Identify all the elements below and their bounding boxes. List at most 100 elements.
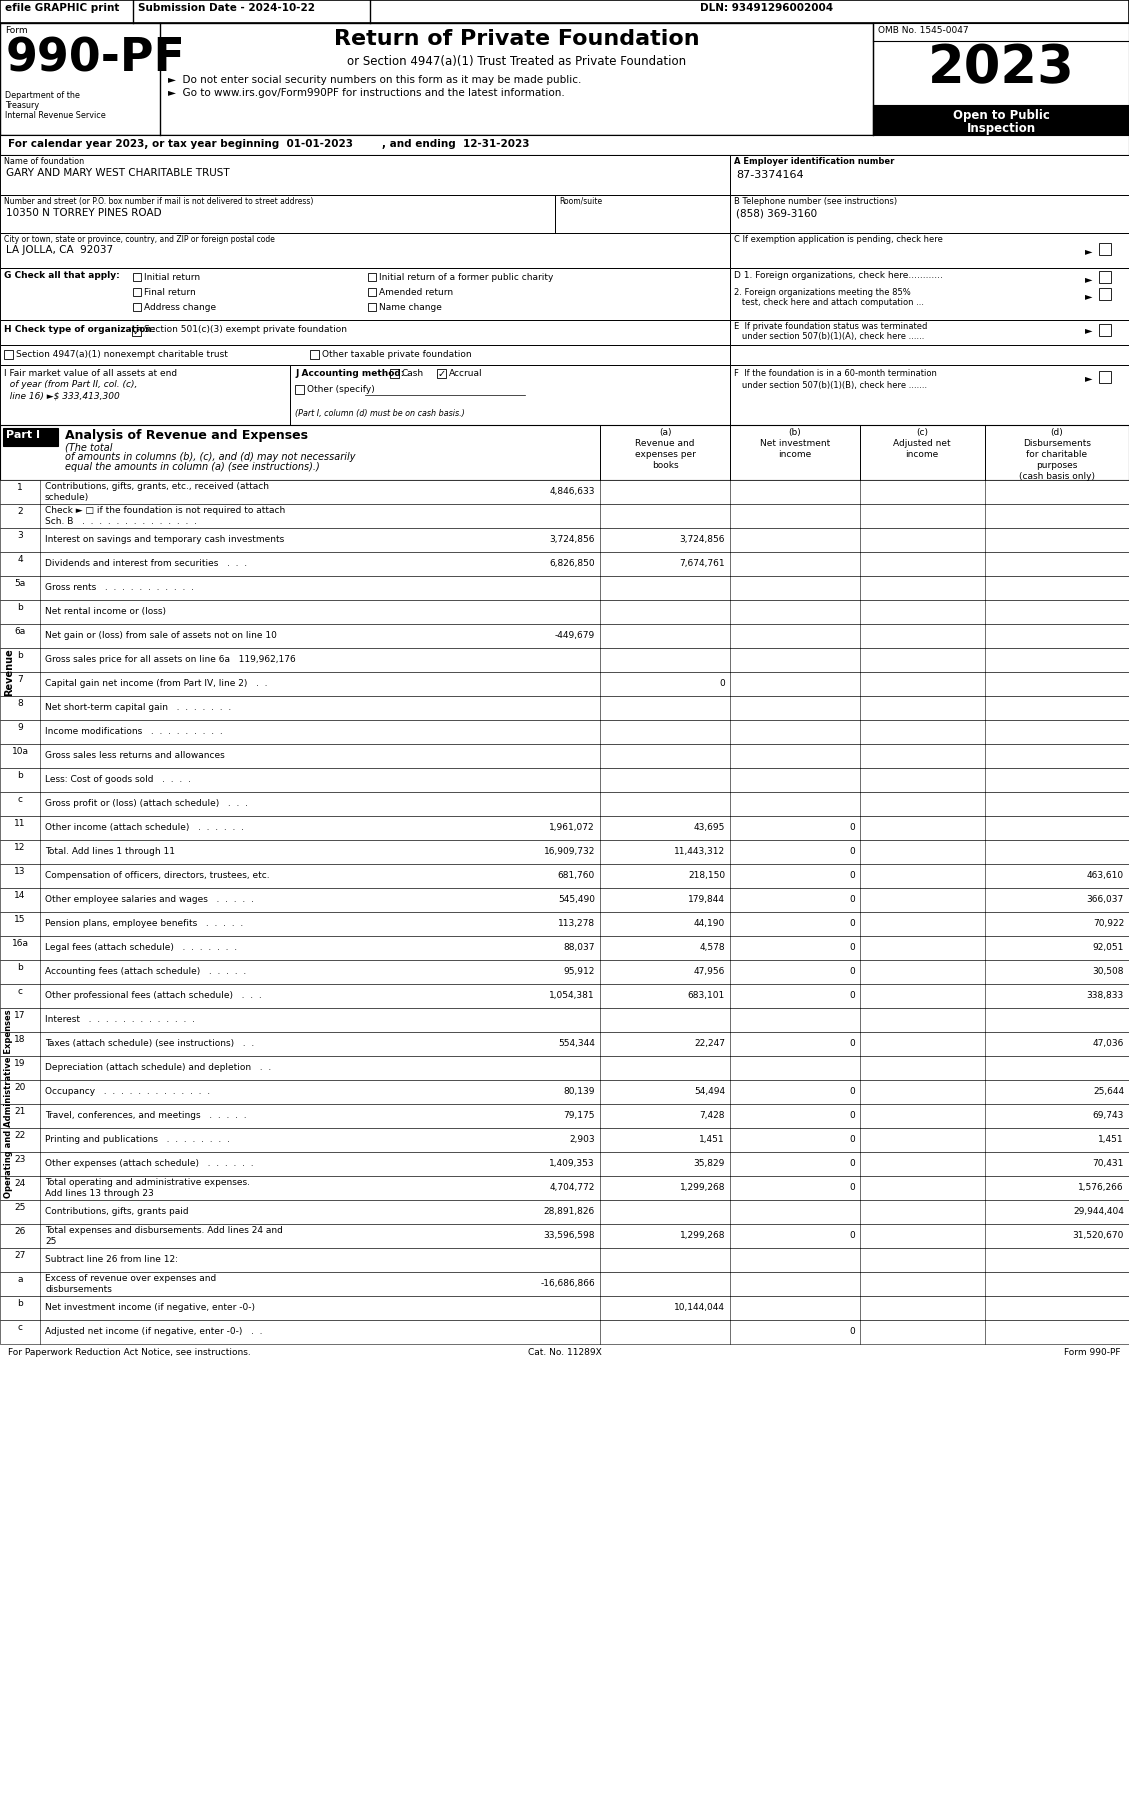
Bar <box>0 647 1129 672</box>
Bar <box>860 601 984 624</box>
Text: Analysis of Revenue and Expenses: Analysis of Revenue and Expenses <box>65 430 308 442</box>
Text: ✓: ✓ <box>438 370 446 379</box>
Text: 0: 0 <box>849 967 855 976</box>
Text: Gross sales less returns and allowances: Gross sales less returns and allowances <box>45 752 225 761</box>
Bar <box>860 575 984 601</box>
Bar <box>0 1176 1129 1199</box>
Text: Other professional fees (attach schedule)   .  .  .: Other professional fees (attach schedule… <box>45 991 262 1000</box>
Bar <box>0 1296 1129 1320</box>
Text: 31,520,670: 31,520,670 <box>1073 1232 1124 1241</box>
Text: Adjusted net: Adjusted net <box>893 439 951 448</box>
Bar <box>984 768 1129 791</box>
Text: 3,724,856: 3,724,856 <box>680 536 725 545</box>
Text: 18: 18 <box>15 1036 26 1045</box>
Text: 10a: 10a <box>11 746 28 755</box>
Text: Disbursements: Disbursements <box>1023 439 1091 448</box>
Text: Accrual: Accrual <box>449 369 482 378</box>
Text: 1,409,353: 1,409,353 <box>550 1160 595 1169</box>
Bar <box>0 135 1129 155</box>
Text: 113,278: 113,278 <box>558 919 595 928</box>
Text: Other taxable private foundation: Other taxable private foundation <box>322 351 472 360</box>
Bar <box>310 351 320 360</box>
Bar <box>133 273 141 280</box>
Text: test, check here and attach computation ...: test, check here and attach computation … <box>734 298 924 307</box>
Text: 2,903: 2,903 <box>569 1135 595 1144</box>
Text: D 1. Foreign organizations, check here............: D 1. Foreign organizations, check here..… <box>734 271 943 280</box>
Text: 0: 0 <box>849 1039 855 1048</box>
Text: Other expenses (attach schedule)   .  .  .  .  .  .: Other expenses (attach schedule) . . . .… <box>45 1160 254 1169</box>
Text: Compensation of officers, directors, trustees, etc.: Compensation of officers, directors, tru… <box>45 870 270 879</box>
Bar <box>860 1271 984 1296</box>
Bar <box>599 719 730 744</box>
Text: b: b <box>17 964 23 973</box>
Bar <box>368 304 376 311</box>
Text: 10350 N TORREY PINES ROAD: 10350 N TORREY PINES ROAD <box>6 209 161 218</box>
Text: efile GRAPHIC print: efile GRAPHIC print <box>5 4 120 13</box>
Bar <box>599 1320 730 1343</box>
Bar <box>599 1271 730 1296</box>
Text: Revenue and: Revenue and <box>636 439 694 448</box>
Text: 95,912: 95,912 <box>563 967 595 976</box>
Text: Name of foundation: Name of foundation <box>5 156 85 165</box>
Text: 87-3374164: 87-3374164 <box>736 171 804 180</box>
Text: 70,922: 70,922 <box>1093 919 1124 928</box>
Text: Excess of revenue over expenses and: Excess of revenue over expenses and <box>45 1275 217 1284</box>
Text: 366,037: 366,037 <box>1087 895 1124 904</box>
Text: 0: 0 <box>849 991 855 1000</box>
Text: Gross rents   .  .  .  .  .  .  .  .  .  .  .: Gross rents . . . . . . . . . . . <box>45 583 194 592</box>
Bar <box>0 888 1129 912</box>
Bar <box>0 552 1129 575</box>
Text: 26: 26 <box>15 1226 26 1235</box>
Bar <box>860 1320 984 1343</box>
Text: Check ► □ if the foundation is not required to attach: Check ► □ if the foundation is not requi… <box>45 505 286 514</box>
Bar <box>984 624 1129 647</box>
Bar <box>984 1271 1129 1296</box>
Text: 2023: 2023 <box>928 41 1075 93</box>
Text: 0: 0 <box>849 847 855 856</box>
Text: 1,299,268: 1,299,268 <box>680 1183 725 1192</box>
Text: 0: 0 <box>849 1183 855 1192</box>
Bar <box>0 365 290 424</box>
Text: Other income (attach schedule)   .  .  .  .  .  .: Other income (attach schedule) . . . . .… <box>45 823 244 832</box>
Text: (858) 369-3160: (858) 369-3160 <box>736 209 817 219</box>
Text: Interest on savings and temporary cash investments: Interest on savings and temporary cash i… <box>45 536 285 545</box>
Text: 54,494: 54,494 <box>694 1088 725 1097</box>
Bar <box>0 960 1129 984</box>
Bar <box>1099 271 1111 282</box>
Bar <box>133 304 141 311</box>
Text: 20: 20 <box>15 1082 26 1091</box>
Text: 17: 17 <box>15 1010 26 1019</box>
Bar <box>730 696 860 719</box>
Text: 25,644: 25,644 <box>1093 1088 1124 1097</box>
Text: 25: 25 <box>45 1237 56 1246</box>
Bar <box>984 791 1129 816</box>
Bar <box>984 1320 1129 1343</box>
Text: Depreciation (attach schedule) and depletion   .  .: Depreciation (attach schedule) and deple… <box>45 1063 271 1072</box>
Text: under section 507(b)(1)(A), check here ......: under section 507(b)(1)(A), check here .… <box>734 333 925 342</box>
Text: 0: 0 <box>849 1111 855 1120</box>
Bar <box>860 647 984 672</box>
Text: 0: 0 <box>849 1088 855 1097</box>
Bar <box>860 719 984 744</box>
Bar <box>860 552 984 575</box>
Text: 22: 22 <box>15 1131 26 1140</box>
Text: Contributions, gifts, grants paid: Contributions, gifts, grants paid <box>45 1206 189 1215</box>
Text: line 16) ►$ 333,413,300: line 16) ►$ 333,413,300 <box>5 390 120 399</box>
Bar <box>0 1271 1129 1296</box>
Text: 19: 19 <box>15 1059 26 1068</box>
Text: 0: 0 <box>849 1135 855 1144</box>
Text: 6,826,850: 6,826,850 <box>550 559 595 568</box>
Bar <box>984 480 1129 503</box>
Text: 7,674,761: 7,674,761 <box>680 559 725 568</box>
Text: 0: 0 <box>849 870 855 879</box>
Text: 1,451: 1,451 <box>699 1135 725 1144</box>
Text: Total expenses and disbursements. Add lines 24 and: Total expenses and disbursements. Add li… <box>45 1226 283 1235</box>
Bar <box>0 601 1129 624</box>
Bar <box>984 529 1129 552</box>
Bar <box>0 865 1129 888</box>
Text: Gross sales price for all assets on line 6a   119,962,176: Gross sales price for all assets on line… <box>45 654 296 663</box>
Bar <box>368 288 376 297</box>
Bar <box>0 1224 1129 1248</box>
Bar <box>0 480 1129 503</box>
Bar <box>0 912 1129 937</box>
